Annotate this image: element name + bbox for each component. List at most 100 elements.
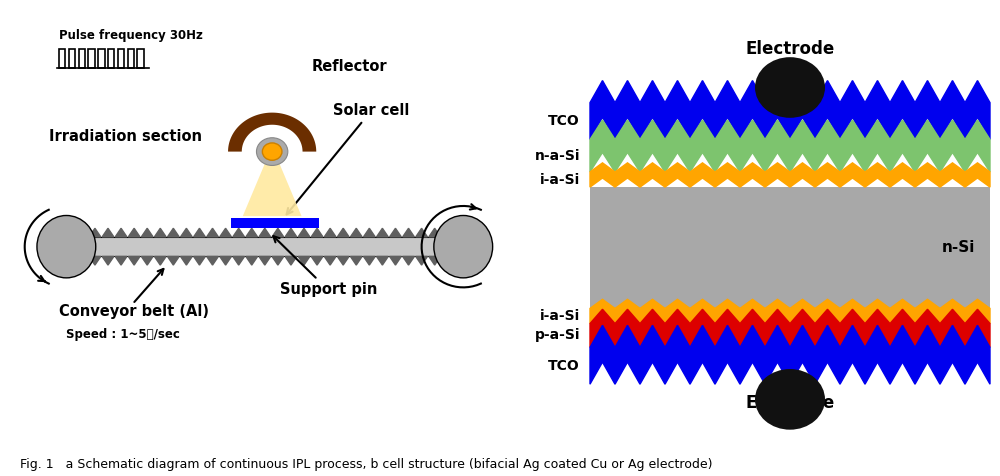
Ellipse shape xyxy=(434,216,493,278)
Text: Pulse frequency 30Hz: Pulse frequency 30Hz xyxy=(59,29,203,42)
Polygon shape xyxy=(76,228,88,237)
Polygon shape xyxy=(455,257,467,265)
Polygon shape xyxy=(243,164,302,216)
Bar xyxy=(590,187,990,308)
Polygon shape xyxy=(416,257,427,265)
Polygon shape xyxy=(590,80,990,139)
Polygon shape xyxy=(233,228,245,237)
Text: Irradiation section: Irradiation section xyxy=(49,129,202,144)
Bar xyxy=(69,237,461,257)
Polygon shape xyxy=(141,257,153,265)
Polygon shape xyxy=(102,228,114,237)
Polygon shape xyxy=(590,299,990,324)
Text: p-a-Si: p-a-Si xyxy=(534,328,580,342)
Polygon shape xyxy=(363,257,375,265)
Text: Electrode: Electrode xyxy=(745,40,835,58)
Circle shape xyxy=(262,143,282,160)
Bar xyxy=(79,49,85,68)
Text: n-Si: n-Si xyxy=(942,240,975,255)
Polygon shape xyxy=(272,257,284,265)
Polygon shape xyxy=(390,228,401,237)
Polygon shape xyxy=(429,257,441,265)
Polygon shape xyxy=(337,228,349,237)
Polygon shape xyxy=(377,257,388,265)
Polygon shape xyxy=(259,257,271,265)
Polygon shape xyxy=(272,228,284,237)
Polygon shape xyxy=(89,228,101,237)
Text: i-a-Si: i-a-Si xyxy=(540,172,580,187)
Polygon shape xyxy=(128,257,140,265)
Polygon shape xyxy=(363,228,375,237)
Polygon shape xyxy=(154,228,166,237)
Polygon shape xyxy=(285,228,297,237)
Bar xyxy=(98,49,105,68)
Polygon shape xyxy=(246,257,258,265)
Polygon shape xyxy=(141,228,153,237)
Text: Speed : 1~5㎧/sec: Speed : 1~5㎧/sec xyxy=(66,328,180,341)
Polygon shape xyxy=(76,257,88,265)
Polygon shape xyxy=(298,257,310,265)
Polygon shape xyxy=(259,228,271,237)
Polygon shape xyxy=(442,228,454,237)
Text: TCO: TCO xyxy=(548,114,580,128)
Polygon shape xyxy=(324,228,336,237)
Text: Support pin: Support pin xyxy=(273,236,377,298)
Polygon shape xyxy=(390,257,401,265)
Polygon shape xyxy=(298,228,310,237)
Polygon shape xyxy=(350,228,362,237)
Polygon shape xyxy=(442,257,454,265)
Bar xyxy=(118,49,124,68)
Text: Conveyor belt (Al): Conveyor belt (Al) xyxy=(59,304,209,319)
Polygon shape xyxy=(590,120,990,172)
Circle shape xyxy=(755,57,825,118)
Polygon shape xyxy=(167,257,179,265)
Text: TCO: TCO xyxy=(548,359,580,373)
Polygon shape xyxy=(220,228,231,237)
Ellipse shape xyxy=(37,216,96,278)
Polygon shape xyxy=(115,228,127,237)
Polygon shape xyxy=(194,228,205,237)
Text: Solar cell: Solar cell xyxy=(287,103,410,214)
Polygon shape xyxy=(233,257,245,265)
Text: Reflector: Reflector xyxy=(311,60,387,74)
Polygon shape xyxy=(337,257,349,265)
Polygon shape xyxy=(377,228,388,237)
Text: i-a-Si: i-a-Si xyxy=(540,309,580,323)
Bar xyxy=(137,49,144,68)
Bar xyxy=(88,49,95,68)
Polygon shape xyxy=(220,257,231,265)
Polygon shape xyxy=(403,228,414,237)
Bar xyxy=(230,218,319,228)
Polygon shape xyxy=(324,257,336,265)
Polygon shape xyxy=(416,228,427,237)
Polygon shape xyxy=(181,228,192,237)
Text: Fig. 1   a Schematic diagram of continuous IPL process, b cell structure (bifaci: Fig. 1 a Schematic diagram of continuous… xyxy=(20,458,712,471)
Text: n-a-Si: n-a-Si xyxy=(534,149,580,163)
Circle shape xyxy=(256,138,288,166)
Circle shape xyxy=(755,369,825,430)
Polygon shape xyxy=(429,228,441,237)
Text: Electrode: Electrode xyxy=(745,394,835,412)
Polygon shape xyxy=(590,163,990,187)
Polygon shape xyxy=(89,257,101,265)
Polygon shape xyxy=(181,257,192,265)
Polygon shape xyxy=(102,257,114,265)
Polygon shape xyxy=(194,257,205,265)
Polygon shape xyxy=(207,257,218,265)
Polygon shape xyxy=(590,325,990,384)
Polygon shape xyxy=(63,257,75,265)
Polygon shape xyxy=(350,257,362,265)
Bar xyxy=(128,49,134,68)
Polygon shape xyxy=(228,113,316,151)
Polygon shape xyxy=(311,228,323,237)
Polygon shape xyxy=(403,257,414,265)
Polygon shape xyxy=(115,257,127,265)
Bar xyxy=(69,49,75,68)
Bar xyxy=(59,49,65,68)
Polygon shape xyxy=(455,228,467,237)
Polygon shape xyxy=(246,228,258,237)
Polygon shape xyxy=(128,228,140,237)
Polygon shape xyxy=(590,309,990,347)
Polygon shape xyxy=(311,257,323,265)
Polygon shape xyxy=(167,228,179,237)
